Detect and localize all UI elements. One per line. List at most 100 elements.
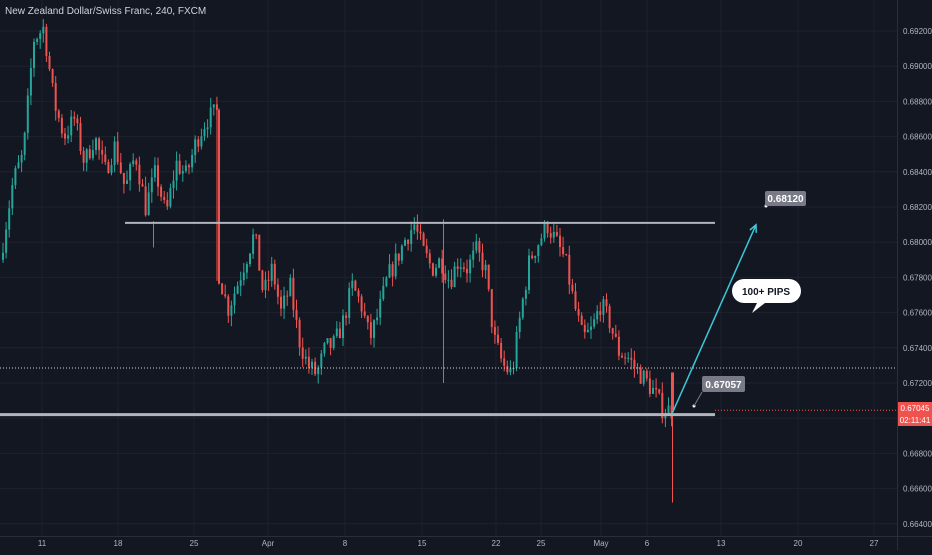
annotation-labels[interactable]: 0.68120 0.67057 100+ PIPS 0.67045 02:11:… (702, 191, 932, 426)
candle-body (292, 277, 295, 310)
entry-price-label-box[interactable] (702, 376, 745, 392)
price-tick-label: 0.67800 (903, 273, 932, 282)
candle-body (45, 26, 48, 57)
candle-body (642, 370, 645, 384)
candle-body (528, 255, 530, 290)
candle-body (233, 293, 236, 306)
candle-body (428, 253, 431, 264)
candle-body (435, 267, 437, 276)
candle-body (617, 336, 620, 356)
candle-body (652, 387, 654, 394)
candle-body (276, 284, 279, 297)
candle-body (342, 315, 344, 339)
candle-body (568, 254, 571, 285)
candle-body (574, 291, 577, 310)
candle-body (348, 288, 351, 318)
candle-body (20, 154, 23, 163)
candle-body (608, 306, 611, 329)
candle-body (218, 109, 220, 284)
candle-body (64, 133, 66, 139)
candle-body (388, 264, 391, 278)
candle-body (506, 365, 509, 373)
candle-body (524, 289, 527, 299)
candle-body (95, 138, 97, 151)
candle-body (562, 247, 565, 255)
candle-body (590, 326, 592, 330)
candle-body (188, 165, 190, 168)
entry-price-label: 0.67057 (705, 380, 742, 391)
candle-body (261, 270, 264, 291)
candle-body (658, 389, 661, 393)
candle-body (212, 104, 215, 108)
candle-body (132, 160, 135, 165)
chart-title: New Zealand Dollar/Swiss Franc, 240, FXC… (5, 6, 207, 17)
candle-body (596, 311, 599, 320)
candle-body (2, 252, 4, 260)
candle-body (540, 238, 543, 246)
candle-body (175, 160, 178, 181)
candle-body (345, 315, 348, 318)
callout-text: 100+ PIPS (742, 287, 790, 298)
trend-arrow[interactable] (671, 204, 768, 414)
candle-body (39, 33, 42, 40)
candle-body (419, 231, 422, 234)
candle-body (82, 151, 85, 163)
candle-body (57, 110, 60, 118)
candle-body (335, 328, 338, 337)
candle-body (119, 162, 122, 173)
candle-body (416, 224, 419, 232)
candle-body (273, 263, 276, 285)
arrow-head (749, 223, 758, 233)
candle-body (441, 258, 444, 274)
candle-body (593, 319, 596, 327)
callout-bubble[interactable] (732, 279, 801, 313)
candle-body (407, 239, 410, 244)
candle-body (648, 378, 651, 394)
candle-body (493, 327, 496, 335)
price-tick-label: 0.66600 (903, 485, 932, 494)
candle-body (509, 368, 512, 373)
candle-body (113, 141, 116, 166)
target-price-label-box[interactable] (765, 191, 806, 206)
candle-body (245, 263, 248, 273)
candle-body (29, 68, 32, 96)
candle-body (369, 322, 372, 338)
candle-body (249, 253, 251, 264)
candle-body (580, 315, 583, 325)
candle-body (301, 347, 304, 359)
candle-body (466, 268, 468, 274)
candle-body (475, 241, 478, 251)
candlestick-series (2, 19, 674, 503)
countdown-value: 02:11:41 (900, 416, 931, 425)
candle-body (373, 320, 375, 338)
grid-lines (0, 0, 897, 536)
candle-body (425, 245, 428, 254)
horizontal-levels[interactable] (0, 221, 897, 417)
candle-body (453, 266, 456, 288)
candle-body (304, 356, 307, 359)
candle-body (447, 279, 450, 281)
entry-label-pointer (693, 391, 703, 407)
candle-body (655, 387, 658, 390)
candle-body (670, 405, 673, 419)
candle-body (351, 280, 354, 289)
candle-body (624, 357, 627, 359)
time-tick-label: 18 (114, 539, 123, 548)
candle-body (122, 172, 125, 184)
candle-body (144, 186, 147, 216)
candle-body (286, 295, 289, 297)
price-tick-label: 0.68800 (903, 97, 932, 106)
candle-body (258, 234, 261, 271)
candle-body (320, 353, 323, 368)
time-tick-label: Apr (262, 539, 275, 548)
candle-body (116, 141, 119, 163)
candle-body (497, 334, 499, 343)
candle-body (255, 234, 258, 236)
candle-body (332, 336, 335, 348)
candle-body (394, 253, 397, 277)
current-price-tag (898, 402, 932, 414)
time-tick-label: 27 (870, 539, 879, 548)
